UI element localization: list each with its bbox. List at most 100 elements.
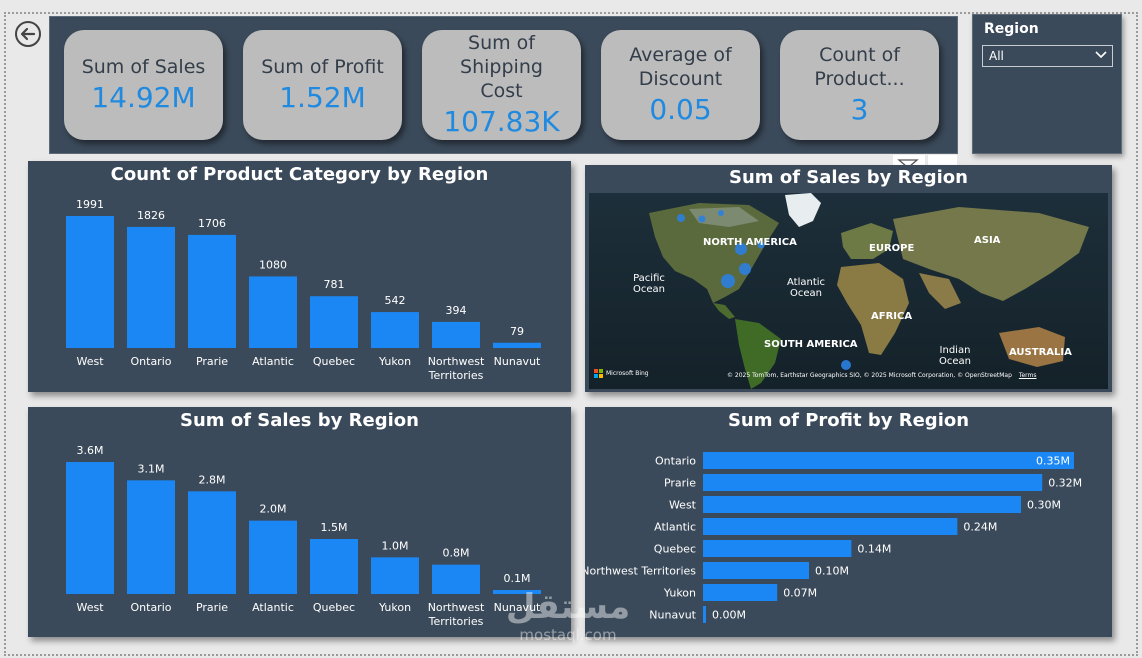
data-label: 0.30M bbox=[1027, 499, 1061, 512]
kpi-value: 1.52M bbox=[279, 81, 366, 114]
count-category-chart: 1991 West 1826 Ontario 1706 Prarie 1080 Atlanti… bbox=[66, 198, 541, 382]
data-label: 0.07M bbox=[783, 587, 817, 600]
bar[interactable] bbox=[310, 296, 358, 348]
data-label: 1706 bbox=[198, 217, 226, 230]
bar[interactable] bbox=[703, 452, 1074, 469]
bar[interactable] bbox=[493, 342, 541, 348]
data-label: 0.00M bbox=[712, 609, 746, 622]
map-title: Sum of Sales by Region bbox=[729, 167, 968, 188]
data-label: 2.8M bbox=[199, 473, 226, 486]
map-bubble[interactable] bbox=[739, 263, 751, 275]
profit-region-chart-panel: Sum of Profit by Region Ontario 0.35M Prar… bbox=[585, 407, 1112, 637]
data-label: 1.0M bbox=[382, 539, 409, 552]
data-label: 3.6M bbox=[77, 444, 104, 457]
bar[interactable] bbox=[493, 590, 541, 594]
europe-land bbox=[841, 223, 893, 259]
profit-region-chart: Ontario 0.35M Prarie 0.32M West 0.30M Atlantic… bbox=[585, 452, 1082, 623]
map-attribution: © 2025 TomTom, Earthstar Geographics SIO… bbox=[727, 372, 1037, 379]
data-label: 1080 bbox=[259, 258, 287, 271]
bar[interactable] bbox=[703, 496, 1021, 513]
map-bubble[interactable] bbox=[698, 215, 706, 223]
slicer-title: Region bbox=[984, 21, 1039, 37]
microsoft-logo-icon bbox=[594, 369, 603, 378]
bar[interactable] bbox=[249, 276, 297, 348]
data-label: 0.1M bbox=[504, 572, 531, 585]
category-label: Prarie bbox=[664, 477, 696, 490]
data-label: 3.1M bbox=[138, 462, 165, 475]
category-label: Quebec bbox=[313, 601, 355, 614]
data-label: 0.32M bbox=[1048, 477, 1082, 490]
india-land bbox=[919, 273, 961, 309]
central-america-land bbox=[713, 303, 735, 319]
bar[interactable] bbox=[188, 234, 236, 348]
data-label: 0.24M bbox=[963, 521, 997, 534]
kpi-value: 107.83K bbox=[443, 105, 560, 138]
category-label: Atlantic bbox=[654, 521, 696, 534]
map-label-south-america: SOUTH AMERICA bbox=[764, 339, 858, 350]
map-bubble[interactable] bbox=[721, 274, 735, 288]
region-dropdown[interactable]: All bbox=[982, 45, 1113, 67]
data-label: 2.0M bbox=[260, 503, 287, 516]
terms-link[interactable]: Terms bbox=[1018, 372, 1037, 379]
bar[interactable] bbox=[432, 564, 480, 594]
category-label: Yukon bbox=[378, 355, 411, 368]
bar[interactable] bbox=[703, 540, 852, 557]
north-america-land bbox=[649, 203, 779, 303]
chart-title: Sum of Profit by Region bbox=[727, 410, 970, 431]
kpi-label: Average of Discount bbox=[629, 44, 732, 90]
bar[interactable] bbox=[703, 606, 706, 623]
category-label: Yukon bbox=[378, 601, 411, 614]
kpi-value: 0.05 bbox=[649, 93, 712, 126]
bar[interactable] bbox=[371, 557, 419, 594]
map-bubble[interactable] bbox=[735, 243, 747, 255]
kpi-card-count: Count of Product... 3 bbox=[780, 30, 939, 140]
map-bubble[interactable] bbox=[757, 241, 765, 249]
count-category-chart-panel: Count of Product Category by Region 1991… bbox=[28, 161, 571, 392]
bar[interactable] bbox=[432, 321, 480, 348]
map-label-atlantic: Atlantic Ocean bbox=[787, 277, 826, 299]
bing-logo: Microsoft Bing bbox=[594, 369, 649, 378]
data-label: 1991 bbox=[76, 198, 104, 211]
bar[interactable] bbox=[703, 518, 958, 535]
bar[interactable] bbox=[127, 480, 175, 594]
category-label: West bbox=[76, 601, 104, 614]
category-label: West bbox=[669, 499, 697, 512]
kpi-card-sales: Sum of Sales 14.92M bbox=[64, 30, 223, 140]
attribution-text: © 2025 TomTom, Earthstar Geographics SIO… bbox=[727, 372, 1012, 379]
bar[interactable] bbox=[310, 539, 358, 594]
bar[interactable] bbox=[703, 474, 1043, 491]
bar[interactable] bbox=[188, 491, 236, 594]
map-label-indian: Indian Ocean bbox=[939, 345, 971, 367]
bar[interactable] bbox=[249, 520, 297, 594]
world-map[interactable]: NORTH AMERICA EUROPE ASIA Pacific Ocean … bbox=[589, 193, 1108, 389]
chart-title: Count of Product Category by Region bbox=[110, 164, 489, 185]
map-bubble[interactable] bbox=[677, 214, 685, 222]
data-label: 0.8M bbox=[443, 547, 470, 560]
category-label: Nunavut bbox=[649, 609, 696, 622]
category-label: Ontario bbox=[655, 455, 696, 468]
visual-header-more[interactable] bbox=[928, 155, 957, 167]
sales-region-chart-panel: Sum of Sales by Region 3.6M West 3.1M Ontar… bbox=[28, 407, 571, 637]
bar[interactable] bbox=[66, 216, 114, 348]
data-label: 394 bbox=[446, 304, 467, 317]
category-label: West bbox=[76, 355, 104, 368]
category-label: Prarie bbox=[196, 601, 228, 614]
data-label: 0.35M bbox=[1036, 455, 1070, 468]
kpi-card-shipping: Sum of Shipping Cost 107.83K bbox=[422, 30, 581, 140]
map-label-australia: AUSTRALIA bbox=[1009, 347, 1072, 358]
bar[interactable] bbox=[703, 562, 809, 579]
bar[interactable] bbox=[66, 462, 114, 594]
bar[interactable] bbox=[127, 226, 175, 348]
category-label: Ontario bbox=[131, 601, 172, 614]
bar[interactable] bbox=[371, 312, 419, 348]
greenland-land bbox=[785, 193, 821, 227]
map-bubble[interactable] bbox=[841, 360, 851, 370]
region-slicer: Region All bbox=[972, 14, 1122, 154]
map-label-africa: AFRICA bbox=[871, 311, 913, 322]
category-label: Quebec bbox=[654, 543, 696, 556]
map-bubble[interactable] bbox=[718, 210, 724, 216]
category-label: Northwest Territories bbox=[585, 565, 696, 578]
category-label: Yukon bbox=[663, 587, 696, 600]
back-arrow-icon[interactable] bbox=[14, 20, 42, 48]
bar[interactable] bbox=[703, 584, 778, 601]
